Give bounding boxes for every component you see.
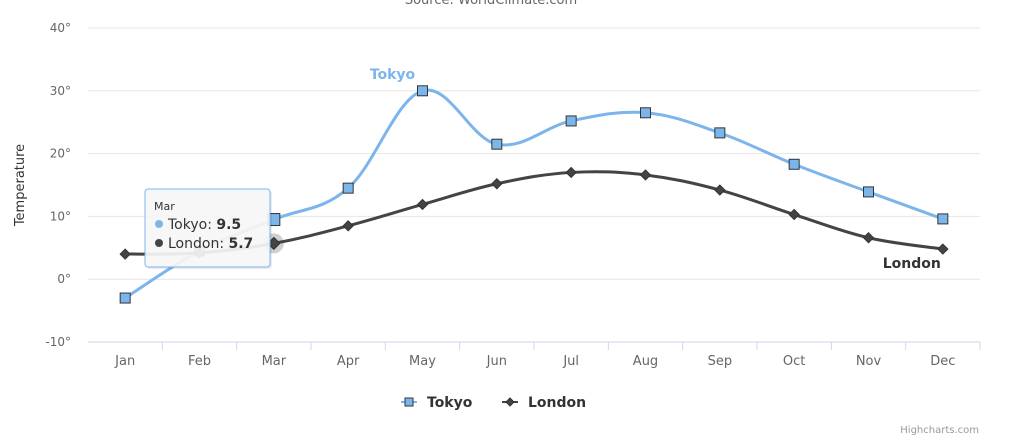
data-point-london[interactable] [416, 198, 429, 211]
data-point-tokyo[interactable] [417, 85, 428, 97]
credits-link[interactable]: Highcharts.com [900, 425, 979, 436]
y-tick-label: -10° [45, 335, 71, 349]
data-point-london[interactable] [714, 184, 726, 196]
x-tick-label: Jan [114, 354, 135, 369]
data-point-tokyo[interactable] [119, 292, 131, 304]
y-tick-label: 30° [50, 84, 71, 98]
chart-subtitle: Source: WorldClimate.com [405, 0, 577, 8]
tooltip-title: Mar [154, 200, 175, 213]
tooltip-box [144, 188, 271, 268]
data-point-tokyo[interactable] [565, 115, 577, 127]
legend: Tokyo London [401, 395, 586, 411]
x-tick-label: Mar [262, 354, 287, 369]
data-point-london[interactable] [119, 248, 131, 260]
data-point-tokyo[interactable] [342, 182, 354, 194]
legend-marker-tokyo[interactable] [404, 397, 414, 407]
y-tick-label: 0° [57, 272, 71, 286]
y-axis-title: Temperature [13, 144, 28, 227]
tooltip: Mar Tokyo: 9.5 London: 5.7 [144, 188, 272, 269]
data-point-tokyo[interactable] [714, 127, 726, 139]
x-tick-label: Sep [708, 354, 733, 369]
tooltip-row: London: 5.7 [168, 236, 253, 252]
tooltip-bullet [155, 239, 163, 247]
tooltip-row: Tokyo: 9.5 [167, 217, 241, 233]
data-point-london[interactable] [565, 166, 577, 179]
x-tick-label: Aug [633, 354, 658, 369]
x-tick-label: Dec [930, 354, 955, 369]
series-label-tokyo: Tokyo [370, 67, 416, 83]
data-point-tokyo[interactable] [491, 138, 503, 150]
data-point-tokyo[interactable] [640, 107, 651, 119]
legend-label-london: London [528, 395, 586, 411]
data-point-london[interactable] [639, 169, 652, 181]
data-point-london[interactable] [862, 232, 875, 244]
x-tick-label: Nov [856, 354, 882, 369]
x-tick-label: Apr [337, 354, 360, 369]
legend-item-london[interactable]: London [502, 395, 586, 411]
x-tick-label: Jul [562, 354, 579, 369]
series-label-london: London [883, 256, 941, 272]
legend-label-tokyo: Tokyo [427, 395, 473, 411]
y-tick-label: 10° [50, 209, 71, 223]
data-point-london[interactable] [788, 208, 800, 221]
legend-marker-london[interactable] [505, 397, 515, 407]
data-point-tokyo[interactable] [788, 158, 800, 170]
x-tick-label: Oct [783, 354, 805, 369]
data-point-london[interactable] [937, 243, 949, 255]
x-tick-label: May [409, 354, 436, 369]
legend-item-tokyo[interactable]: Tokyo [401, 395, 473, 411]
y-axis-ticks: -10° 0° 10° 20° 30° 40° [45, 21, 71, 349]
data-point-tokyo[interactable] [937, 213, 949, 225]
x-axis-ticks: Jan Feb Mar Apr May Jun Jul Aug Sep Oct Nov Dec [114, 342, 981, 369]
y-tick-label: 20° [50, 147, 71, 161]
data-point-london[interactable] [491, 178, 503, 190]
tooltip-bullet [155, 220, 163, 228]
x-tick-label: Feb [188, 354, 211, 369]
y-tick-label: 40° [50, 21, 71, 35]
data-point-tokyo[interactable] [863, 186, 874, 198]
data-point-london[interactable] [342, 220, 354, 232]
x-tick-label: Jun [486, 354, 507, 369]
